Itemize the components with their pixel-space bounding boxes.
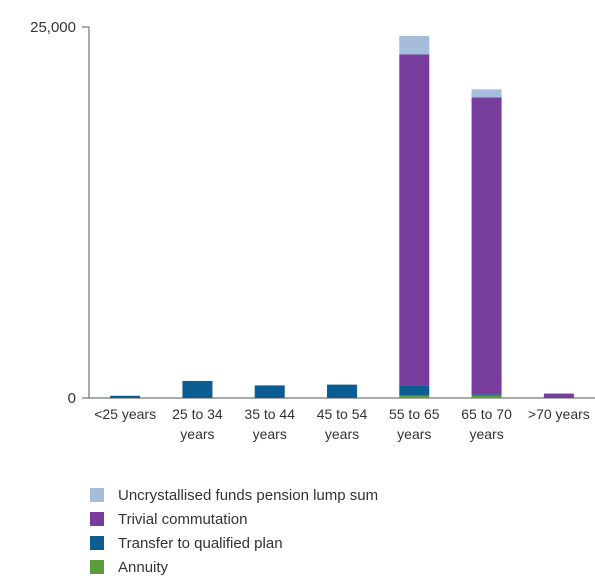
- y-tick-label-top: 25,000: [30, 19, 76, 36]
- bar-segment-0-1: [110, 396, 140, 398]
- bar-segment-4-0: [399, 396, 429, 398]
- x-category-label-4: 55 to 65 years: [389, 406, 440, 442]
- bar-segment-4-1: [399, 385, 429, 395]
- x-category-label-1: 25 to 34 years: [172, 406, 223, 442]
- x-category-label-line: 35 to 44: [244, 406, 295, 422]
- legend-label-uncrystallised: Uncrystallised funds pension lump sum: [118, 487, 378, 504]
- x-category-label-2: 35 to 44 years: [244, 406, 295, 442]
- x-category-label-5: 65 to 70 years: [461, 406, 512, 442]
- x-category-label-line: years: [397, 426, 431, 442]
- bar-segment-5-3: [472, 89, 502, 97]
- bar-segment-6-2: [544, 394, 574, 398]
- legend-item-uncrystallised: Uncrystallised funds pension lump sum: [90, 483, 378, 507]
- bar-segment-3-1: [327, 385, 357, 398]
- bar-segment-5-1: [472, 394, 502, 395]
- y-axis: 25,000 0: [30, 19, 89, 407]
- legend-item-trivial-commutation: Trivial commutation: [90, 507, 378, 531]
- x-category-label-6: >70 years: [528, 406, 590, 422]
- x-category-label-line: 55 to 65: [389, 406, 440, 422]
- x-category-label-line: years: [469, 426, 503, 442]
- bar-segment-4-3: [399, 36, 429, 55]
- bars-group: [110, 36, 574, 398]
- x-category-label-line: years: [253, 426, 287, 442]
- x-category-label-line: years: [180, 426, 214, 442]
- legend: Uncrystallised funds pension lump sum Tr…: [90, 483, 378, 579]
- bar-segment-5-0: [472, 396, 502, 398]
- legend-label-transfer: Transfer to qualified plan: [118, 535, 283, 552]
- legend-swatch-annuity: [90, 560, 104, 574]
- x-category-label-line: 65 to 70: [461, 406, 512, 422]
- legend-swatch-uncrystallised: [90, 488, 104, 502]
- legend-label-trivial-commutation: Trivial commutation: [118, 511, 247, 528]
- legend-label-annuity: Annuity: [118, 559, 168, 576]
- legend-item-annuity: Annuity: [90, 555, 378, 579]
- legend-swatch-transfer: [90, 536, 104, 550]
- x-category-label-0: <25 years: [94, 406, 156, 422]
- x-category-label-line: years: [325, 426, 359, 442]
- x-category-label-line: >70 years: [528, 406, 590, 422]
- y-tick-label-zero: 0: [68, 390, 76, 407]
- bar-segment-2-1: [255, 385, 285, 398]
- bar-segment-4-2: [399, 54, 429, 385]
- legend-item-transfer: Transfer to qualified plan: [90, 531, 378, 555]
- x-category-label-line: 25 to 34: [172, 406, 223, 422]
- legend-swatch-trivial-commutation: [90, 512, 104, 526]
- x-category-label-3: 45 to 54 years: [317, 406, 368, 442]
- bar-segment-1-1: [182, 381, 212, 398]
- x-category-label-line: 45 to 54: [317, 406, 368, 422]
- x-category-label-line: <25 years: [94, 406, 156, 422]
- stacked-bar-chart: 25,000 0 <25 years 25 to 34 years 35 to 44 y…: [0, 0, 595, 480]
- bar-segment-5-2: [472, 97, 502, 394]
